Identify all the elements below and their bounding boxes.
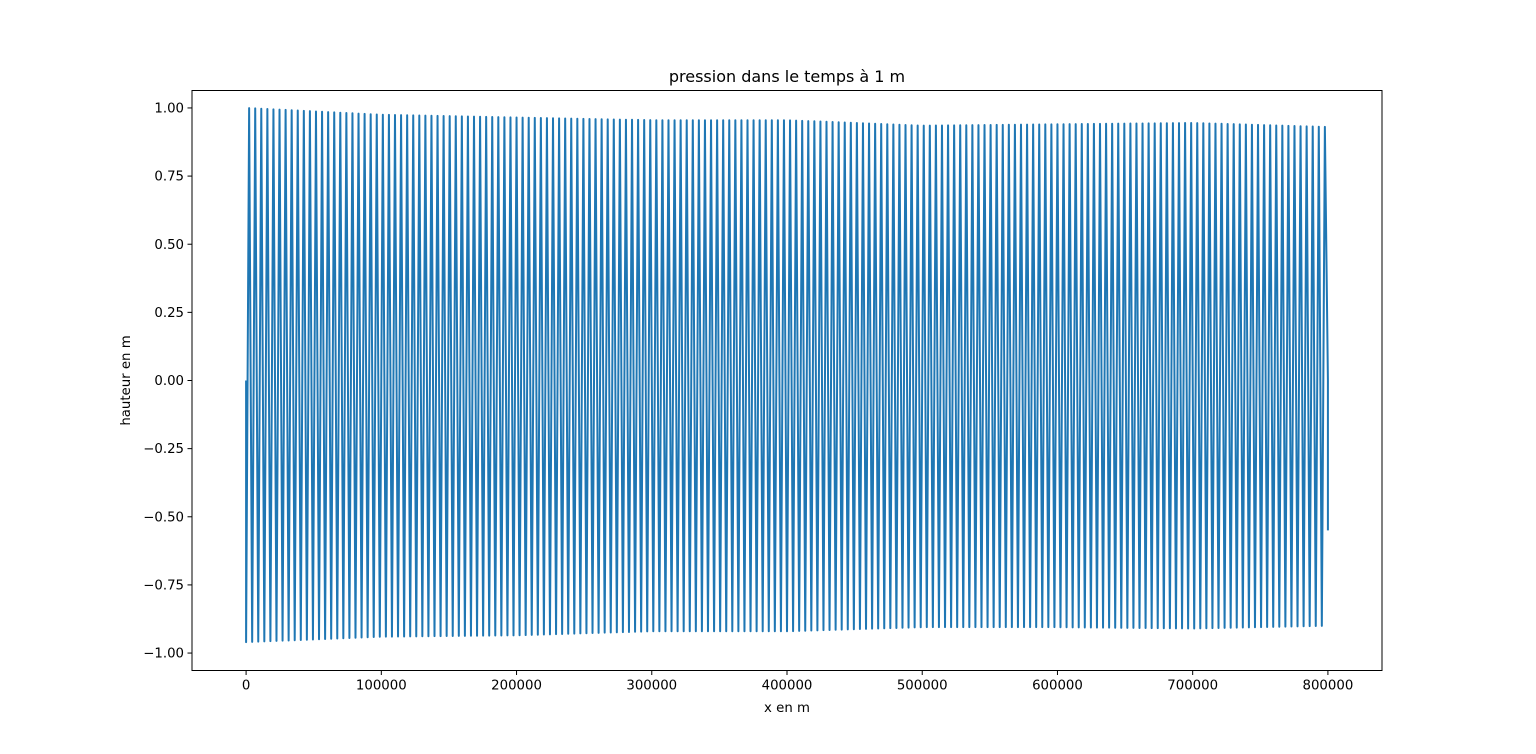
y-tick-label: −1.00 — [143, 647, 184, 662]
x-tick-label: 300000 — [626, 679, 677, 694]
y-tick-label: 0.25 — [154, 306, 184, 321]
x-axis-label: x en m — [764, 701, 810, 716]
x-axis: 0 100000 200000 300000 400000 500000 600000 700… — [242, 670, 1354, 694]
chart-title: pression dans le temps à 1 m — [669, 67, 905, 86]
series-line-0 — [245, 107, 1329, 644]
x-tick-label: 600000 — [1032, 679, 1083, 694]
y-tick-label: −0.50 — [143, 510, 184, 525]
y-axis-label: hauteur en m — [119, 335, 134, 425]
x-tick-label: 200000 — [491, 679, 542, 694]
x-tick-label: 500000 — [897, 679, 948, 694]
x-tick-label: 100000 — [356, 679, 407, 694]
y-tick-label: 0.50 — [154, 238, 184, 253]
y-tick-label: −0.25 — [143, 442, 184, 457]
y-tick-label: 1.00 — [154, 102, 184, 117]
y-tick-label: 0.00 — [154, 374, 184, 389]
y-tick-label: −0.75 — [143, 579, 184, 594]
x-tick-label: 700000 — [1167, 679, 1218, 694]
y-axis: 1.00 0.75 0.50 0.25 0.00 −0.25 −0.50 −0.75 −1.00 — [143, 102, 192, 662]
series-layer — [245, 107, 1329, 644]
x-tick-label: 400000 — [762, 679, 813, 694]
y-tick-label: 0.75 — [154, 170, 184, 185]
x-tick-label: 0 — [242, 679, 250, 694]
x-tick-label: 800000 — [1303, 679, 1354, 694]
